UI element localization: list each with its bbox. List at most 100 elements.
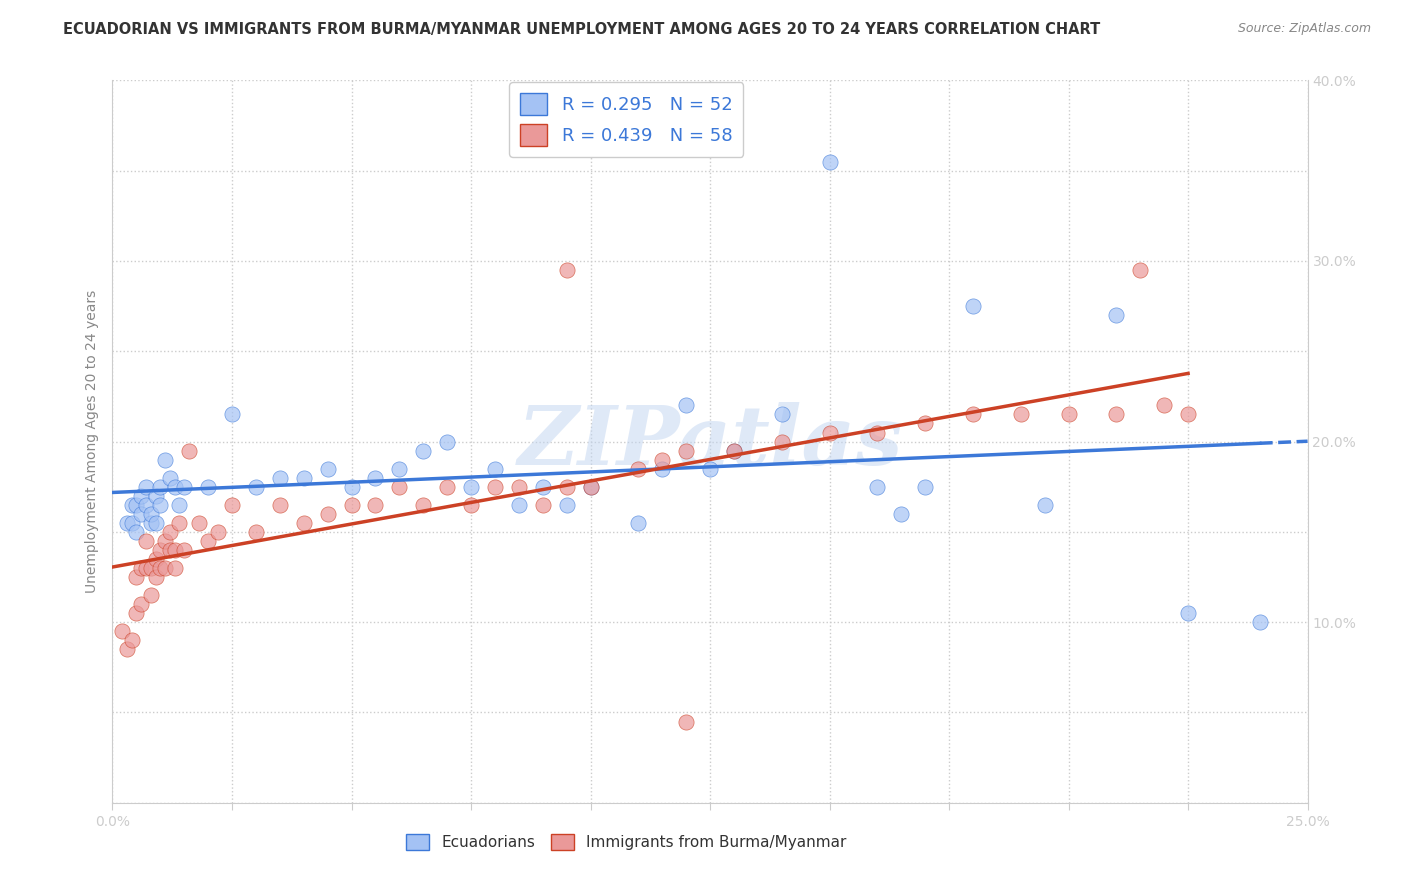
Point: [159, 542, 181, 557]
Point: [163, 542, 186, 557]
Legend: Ecuadorians, Immigrants from Burma/Myanmar: Ecuadorians, Immigrants from Burma/Myanm…: [401, 829, 852, 856]
Text: ZIPatlas: ZIPatlas: [517, 401, 903, 482]
Point: [364, 471, 387, 485]
Point: [187, 516, 209, 530]
Point: [316, 461, 339, 475]
Point: [221, 408, 243, 422]
Point: [153, 561, 176, 575]
Point: [340, 498, 363, 512]
Point: [221, 498, 243, 512]
Point: [699, 461, 721, 475]
Y-axis label: Unemployment Among Ages 20 to 24 years: Unemployment Among Ages 20 to 24 years: [84, 290, 98, 593]
Point: [149, 480, 172, 494]
Point: [508, 498, 530, 512]
Point: [129, 507, 152, 521]
Point: [555, 263, 578, 277]
Point: [149, 561, 172, 575]
Point: [129, 489, 152, 503]
Point: [436, 434, 458, 449]
Point: [1153, 398, 1175, 412]
Point: [121, 633, 143, 648]
Point: [1033, 498, 1056, 512]
Point: [388, 480, 411, 494]
Point: [508, 480, 530, 494]
Point: [115, 516, 138, 530]
Point: [890, 507, 912, 521]
Point: [1105, 308, 1128, 322]
Point: [125, 606, 148, 620]
Point: [1010, 408, 1032, 422]
Point: [139, 561, 162, 575]
Point: [412, 443, 434, 458]
Point: [145, 552, 167, 566]
Point: [1057, 408, 1080, 422]
Point: [484, 480, 506, 494]
Point: [169, 498, 191, 512]
Point: [129, 597, 152, 611]
Point: [1177, 408, 1199, 422]
Point: [135, 498, 157, 512]
Point: [651, 461, 673, 475]
Point: [531, 480, 554, 494]
Point: [1105, 408, 1128, 422]
Point: [245, 480, 267, 494]
Point: [292, 471, 315, 485]
Point: [139, 507, 162, 521]
Point: [245, 524, 267, 539]
Point: [129, 561, 152, 575]
Point: [484, 461, 506, 475]
Point: [125, 524, 148, 539]
Point: [169, 516, 191, 530]
Point: [627, 516, 650, 530]
Point: [153, 452, 176, 467]
Point: [460, 498, 482, 512]
Point: [866, 480, 889, 494]
Point: [149, 542, 172, 557]
Point: [163, 561, 186, 575]
Text: Source: ZipAtlas.com: Source: ZipAtlas.com: [1237, 22, 1371, 36]
Point: [818, 425, 841, 440]
Point: [125, 498, 148, 512]
Point: [149, 498, 172, 512]
Point: [388, 461, 411, 475]
Point: [159, 471, 181, 485]
Point: [962, 299, 984, 313]
Point: [135, 533, 157, 548]
Point: [153, 533, 176, 548]
Point: [675, 398, 697, 412]
Point: [135, 480, 157, 494]
Point: [627, 461, 650, 475]
Point: [125, 570, 148, 584]
Point: [579, 480, 602, 494]
Point: [139, 588, 162, 602]
Point: [436, 480, 458, 494]
Point: [723, 443, 745, 458]
Point: [531, 498, 554, 512]
Point: [962, 408, 984, 422]
Point: [197, 480, 219, 494]
Point: [121, 498, 143, 512]
Point: [145, 489, 167, 503]
Point: [145, 570, 167, 584]
Point: [173, 542, 195, 557]
Point: [163, 480, 186, 494]
Point: [159, 524, 181, 539]
Point: [207, 524, 229, 539]
Point: [139, 516, 162, 530]
Point: [555, 498, 578, 512]
Point: [269, 471, 291, 485]
Point: [1177, 606, 1199, 620]
Point: [145, 516, 167, 530]
Point: [555, 480, 578, 494]
Point: [770, 408, 793, 422]
Point: [866, 425, 889, 440]
Point: [818, 154, 841, 169]
Point: [1249, 615, 1271, 630]
Point: [914, 417, 936, 431]
Point: [121, 516, 143, 530]
Point: [177, 443, 200, 458]
Point: [364, 498, 387, 512]
Point: [316, 507, 339, 521]
Point: [292, 516, 315, 530]
Point: [173, 480, 195, 494]
